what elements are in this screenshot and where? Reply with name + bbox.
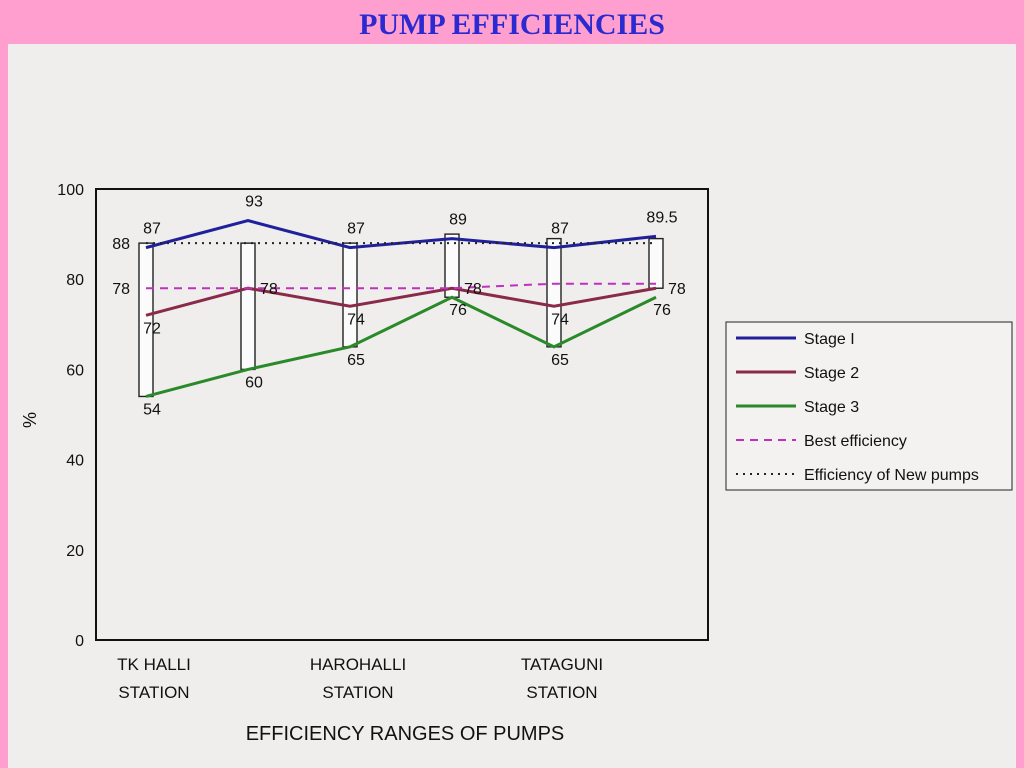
x-station-label: TK HALLI [117, 655, 191, 674]
data-label: 74 [551, 311, 569, 328]
range-bar [546, 237, 562, 348]
range-bar [342, 242, 358, 348]
x-station-label: STATION [526, 683, 597, 702]
x-station-label: TATAGUNI [521, 655, 603, 674]
data-label: 74 [347, 311, 365, 328]
data-label: 78 [668, 281, 686, 298]
data-label: 78 [260, 281, 278, 298]
data-label: 89.5 [646, 209, 677, 226]
data-label: 65 [551, 352, 569, 369]
title-bar: PUMP EFFICIENCIES [0, 0, 1024, 44]
data-label: 72 [143, 320, 161, 337]
y-tick-label: 100 [57, 182, 84, 199]
data-label: 88 [112, 236, 130, 253]
y-tick-label: 20 [66, 543, 84, 560]
y-tick-label: 40 [66, 453, 84, 470]
data-label: 87 [551, 221, 569, 238]
series-line [145, 286, 657, 317]
legend-label: Efficiency of New pumps [804, 467, 979, 484]
plot-frame [95, 188, 709, 641]
data-label: 87 [143, 221, 161, 238]
slide-title: PUMP EFFICIENCIES [359, 8, 665, 41]
legend-label: Best efficiency [804, 433, 907, 450]
y-tick-label: 60 [66, 362, 84, 379]
x-station-label: STATION [322, 683, 393, 702]
left-border [0, 44, 8, 768]
data-label: 76 [653, 302, 671, 319]
legend-label: Stage 3 [804, 399, 859, 416]
series-line [145, 219, 657, 250]
range-bar [648, 237, 664, 289]
data-label: 54 [143, 401, 161, 418]
series-line [145, 295, 657, 398]
legend-label: Stage I [804, 331, 855, 348]
data-label: 60 [245, 374, 263, 391]
right-border [1016, 44, 1024, 768]
y-tick-label: 80 [66, 272, 84, 289]
data-label: 87 [347, 221, 365, 238]
data-label: 78 [464, 281, 482, 298]
data-label: 89 [449, 212, 467, 229]
data-label: 76 [449, 302, 467, 319]
series-line [146, 282, 656, 290]
y-tick-label: 0 [75, 633, 84, 650]
x-station-label: STATION [118, 683, 189, 702]
chart-caption: EFFICIENCY RANGES OF PUMPS [246, 723, 565, 745]
data-label: 93 [245, 194, 263, 211]
legend-label: Stage 2 [804, 365, 859, 382]
y-axis-label: % [20, 412, 40, 428]
data-label: 78 [112, 281, 130, 298]
data-label: 65 [347, 352, 365, 369]
x-station-label: HAROHALLI [310, 655, 406, 674]
range-bar [240, 242, 256, 371]
